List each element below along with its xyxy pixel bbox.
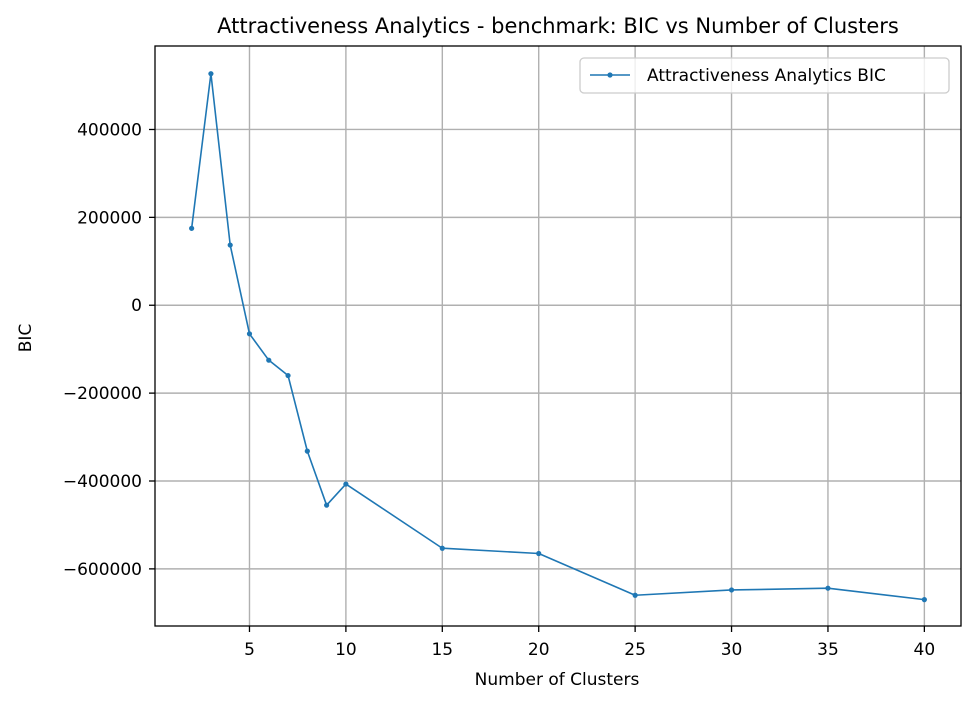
data-point-marker [304,448,310,454]
data-point-marker [266,357,272,363]
legend: Attractiveness Analytics BIC [579,57,950,94]
data-point-marker [536,550,542,557]
data-point-marker [728,587,735,593]
chart-title: Attractiveness Analytics - benchmark: BI… [217,14,899,38]
data-point-marker [227,242,233,248]
legend-series-marker [607,72,613,78]
data-point-marker [285,372,291,379]
legend-box [579,57,950,94]
x-tick-label: 25 [624,640,646,660]
series-layer [189,71,927,603]
data-point-marker [439,545,445,551]
grid [155,46,961,626]
data-point-marker [343,481,349,487]
ticks: 5 10 15 20 25 30 35 40 −600000 −400000 −200000 0 200… [63,120,935,660]
x-axis-label: Number of Clusters [475,670,640,690]
y-axis-label: BIC [16,324,36,353]
data-point-marker [825,585,831,591]
x-tick-label: 5 [244,640,255,660]
data-point-marker [189,225,195,231]
axes-frame [154,45,962,627]
y-tick-label: 400000 [77,120,142,140]
y-tick-label: −600000 [63,560,142,580]
data-point-marker [208,71,214,77]
x-tick-label: 35 [817,640,839,660]
x-tick-label: 30 [721,640,743,660]
legend-series-label: Attractiveness Analytics BIC [647,66,886,86]
x-tick-label: 20 [528,640,550,660]
y-tick-label: 200000 [77,208,142,228]
x-tick-label: 15 [431,640,453,660]
x-tick-label: 40 [914,640,936,660]
y-tick-label: −200000 [63,384,142,404]
x-tick-label: 10 [335,640,357,660]
data-point-marker [632,592,638,598]
data-point-marker [921,597,927,603]
data-point-marker [324,502,330,508]
y-tick-label: −400000 [63,472,142,492]
data-point-marker [246,331,253,337]
y-tick-label: 0 [131,296,142,316]
